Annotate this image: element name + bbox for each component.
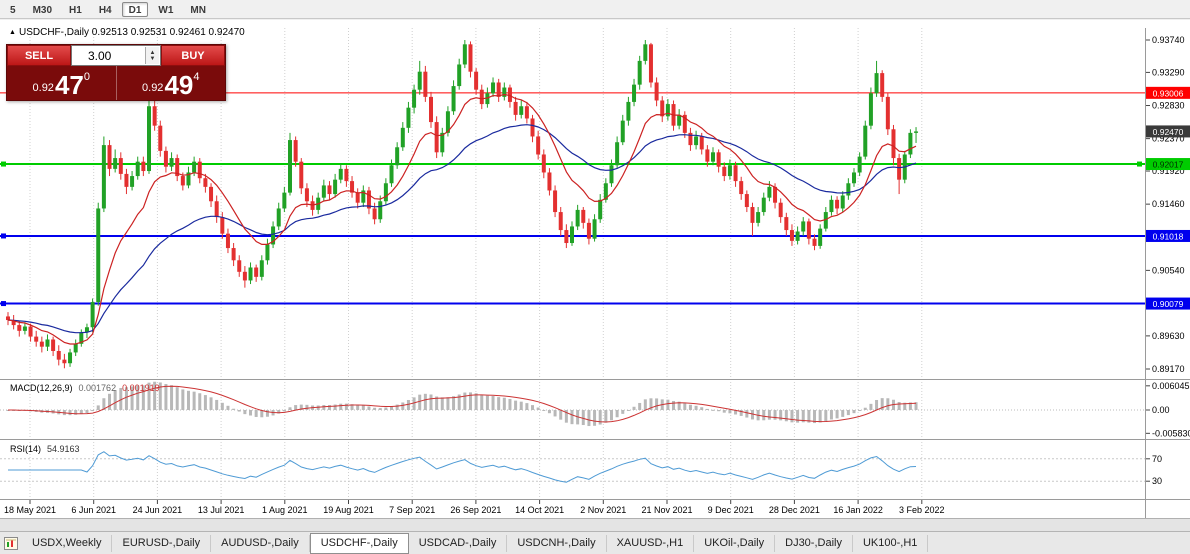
rsi-line	[8, 451, 917, 483]
title-marker-icon: ▲	[9, 29, 16, 36]
sell-price-pip: 0	[83, 71, 90, 83]
buy-price-pip: 4	[193, 71, 200, 83]
svg-text:0.89170: 0.89170	[1152, 364, 1185, 374]
svg-text:0.90079: 0.90079	[1153, 299, 1184, 309]
chart-tabs-bar: USDX,Weekly EURUSD-,Daily AUDUSD-,Daily USD…	[0, 531, 1190, 554]
price-badge: 0.91018	[1146, 229, 1190, 242]
svg-text:16 Jan 2022: 16 Jan 2022	[833, 505, 883, 515]
timeframe-button-d1[interactable]: D1	[121, 1, 149, 17]
svg-text:0.92017: 0.92017	[1153, 160, 1184, 170]
timeframe-button-w1[interactable]: W1	[151, 2, 180, 17]
volume-spinner[interactable]: ▲ ▼	[145, 47, 159, 64]
price-badge: 0.92470	[1146, 125, 1190, 138]
buy-price[interactable]: 0.92 49 4	[117, 66, 226, 100]
timeframe-button-h1[interactable]: H1	[62, 2, 89, 17]
macd-axis-label: -0.005830	[1152, 428, 1190, 438]
svg-text:19 Aug 2021: 19 Aug 2021	[323, 505, 374, 515]
svg-text:2 Nov 2021: 2 Nov 2021	[580, 505, 626, 515]
svg-text:0.92830: 0.92830	[1152, 101, 1185, 111]
timeframe-button-h4[interactable]: H4	[92, 2, 119, 17]
macd-label: MACD(12,26,9) 0.001762 0.001919	[10, 383, 160, 393]
svg-text:21 Nov 2021: 21 Nov 2021	[641, 505, 692, 515]
ma-fast-line	[7, 93, 917, 345]
sell-price-base: 0.92	[32, 82, 54, 94]
svg-text:0.93290: 0.93290	[1152, 67, 1185, 77]
chart-tab-uk100-h1[interactable]: UK100-,H1	[853, 534, 929, 552]
sell-button[interactable]: SELL	[7, 45, 71, 66]
svg-text:0.91920: 0.91920	[1152, 166, 1185, 176]
chart-tab-xauusd-h1[interactable]: XAUUSD-,H1	[607, 534, 695, 552]
chart-tab-usdcnh-daily[interactable]: USDCNH-,Daily	[507, 534, 607, 552]
chart-tab-ukoil-daily[interactable]: UKOil-,Daily	[694, 534, 776, 552]
svg-text:7 Sep 2021: 7 Sep 2021	[389, 505, 435, 515]
svg-text:0.89630: 0.89630	[1152, 331, 1185, 341]
volume-up-icon[interactable]: ▲	[149, 49, 156, 56]
chart-title: USDCHF-,Daily 0.92513 0.92531 0.92461 0.…	[19, 27, 245, 38]
chart-tab-dj30-daily[interactable]: DJ30-,Daily	[775, 534, 853, 552]
svg-text:0.91460: 0.91460	[1152, 199, 1185, 209]
ma-slow-line	[7, 124, 917, 334]
svg-text:18 May 2021: 18 May 2021	[4, 505, 56, 515]
chart-tab-usdx-weekly[interactable]: USDX,Weekly	[22, 534, 113, 552]
chart-tab-usdcad-daily[interactable]: USDCAD-,Daily	[409, 534, 508, 552]
price-badge: 0.93006	[1146, 86, 1190, 99]
volume-input[interactable]: 3.00 ▲ ▼	[71, 45, 161, 66]
macd-axis-label: 0.00	[1152, 405, 1170, 415]
svg-text:28 Dec 2021: 28 Dec 2021	[769, 505, 820, 515]
price-badge: 0.92017	[1146, 158, 1190, 171]
svg-text:0.90540: 0.90540	[1152, 265, 1185, 275]
chart-tab-eurusd-daily[interactable]: EURUSD-,Daily	[112, 534, 212, 552]
buy-price-big: 49	[164, 70, 194, 100]
svg-text:24 Jun 2021: 24 Jun 2021	[133, 505, 183, 515]
buy-price-base: 0.92	[142, 82, 164, 94]
rsi-axis-label: 30	[1152, 476, 1162, 486]
line-handle[interactable]	[1, 301, 6, 307]
line-handle[interactable]	[1137, 161, 1142, 167]
chart-background	[0, 20, 1190, 518]
date-axis[interactable]: 18 May 2021 6 Jun 2021 24 Jun 2021 13 Jul 2…	[4, 500, 945, 515]
trade-controls-row: SELL 3.00 ▲ ▼ BUY	[7, 45, 225, 66]
timeframe-button-m30[interactable]: M30	[26, 2, 59, 17]
volume-value: 3.00	[88, 48, 112, 63]
svg-text:14 Oct 2021: 14 Oct 2021	[515, 505, 564, 515]
svg-text:0.92470: 0.92470	[1153, 127, 1184, 137]
chart-window[interactable]: 0.93740 0.93290 0.92830 0.92370 0.91920 0.914…	[0, 20, 1190, 518]
svg-text:13 Jul 2021: 13 Jul 2021	[198, 505, 245, 515]
chart-list-icon[interactable]	[0, 535, 22, 551]
timeframe-button-mn[interactable]: MN	[183, 2, 213, 17]
volume-down-icon[interactable]: ▼	[149, 55, 156, 62]
line-handle[interactable]	[1, 233, 6, 239]
svg-text:6 Jun 2021: 6 Jun 2021	[71, 505, 116, 515]
macd-signal-line	[8, 385, 917, 423]
svg-text:0.91018: 0.91018	[1153, 231, 1184, 241]
chart-tab-usdchf-daily[interactable]: USDCHF-,Daily	[309, 532, 409, 554]
svg-text:0.93740: 0.93740	[1152, 35, 1185, 45]
svg-text:3 Feb 2022: 3 Feb 2022	[899, 505, 945, 515]
svg-text:0.93006: 0.93006	[1153, 88, 1184, 98]
svg-text:9 Dec 2021: 9 Dec 2021	[708, 505, 754, 515]
candles-layer	[6, 40, 919, 369]
svg-text:1 Aug 2021: 1 Aug 2021	[262, 505, 308, 515]
chart-tab-audusd-daily[interactable]: AUDUSD-,Daily	[211, 534, 310, 552]
sell-price[interactable]: 0.92 47 0	[7, 66, 117, 100]
svg-text:0.92370: 0.92370	[1152, 134, 1185, 144]
one-click-trade-panel: SELL 3.00 ▲ ▼ BUY 0.92 47 0 0.92	[6, 44, 226, 101]
macd-axis-label: 0.006045	[1152, 381, 1190, 391]
buy-button[interactable]: BUY	[161, 45, 225, 66]
rsi-axis-label: 70	[1152, 454, 1162, 464]
timeframe-button-5[interactable]: 5	[3, 2, 23, 17]
svg-text:26 Sep 2021: 26 Sep 2021	[450, 505, 501, 515]
price-chart[interactable]: 0.93740 0.93290 0.92830 0.92370 0.91920 0.914…	[0, 20, 1190, 518]
timeframe-toolbar: 5 M30 H1 H4 D1 W1 MN	[0, 0, 1190, 19]
price-badge: 0.90079	[1146, 297, 1190, 310]
trade-prices-row: 0.92 47 0 0.92 49 4	[7, 66, 225, 100]
sell-price-big: 47	[54, 70, 84, 100]
status-strip	[0, 518, 1190, 531]
line-handle[interactable]	[1, 161, 6, 167]
